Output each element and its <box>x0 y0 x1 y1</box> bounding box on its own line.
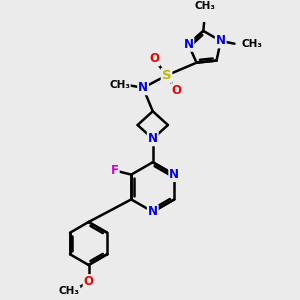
Text: N: N <box>169 168 179 181</box>
Text: CH₃: CH₃ <box>242 39 262 49</box>
Text: F: F <box>111 164 119 177</box>
Text: N: N <box>216 34 226 47</box>
Text: N: N <box>138 81 148 94</box>
Text: N: N <box>148 132 158 145</box>
Text: CH₃: CH₃ <box>59 286 80 296</box>
Text: O: O <box>84 275 94 288</box>
Text: N: N <box>183 38 194 51</box>
Text: O: O <box>171 84 181 97</box>
Text: CH₃: CH₃ <box>194 1 215 11</box>
Text: O: O <box>149 52 159 65</box>
Text: N: N <box>148 205 158 218</box>
Text: CH₃: CH₃ <box>109 80 130 90</box>
Text: S: S <box>162 69 171 82</box>
